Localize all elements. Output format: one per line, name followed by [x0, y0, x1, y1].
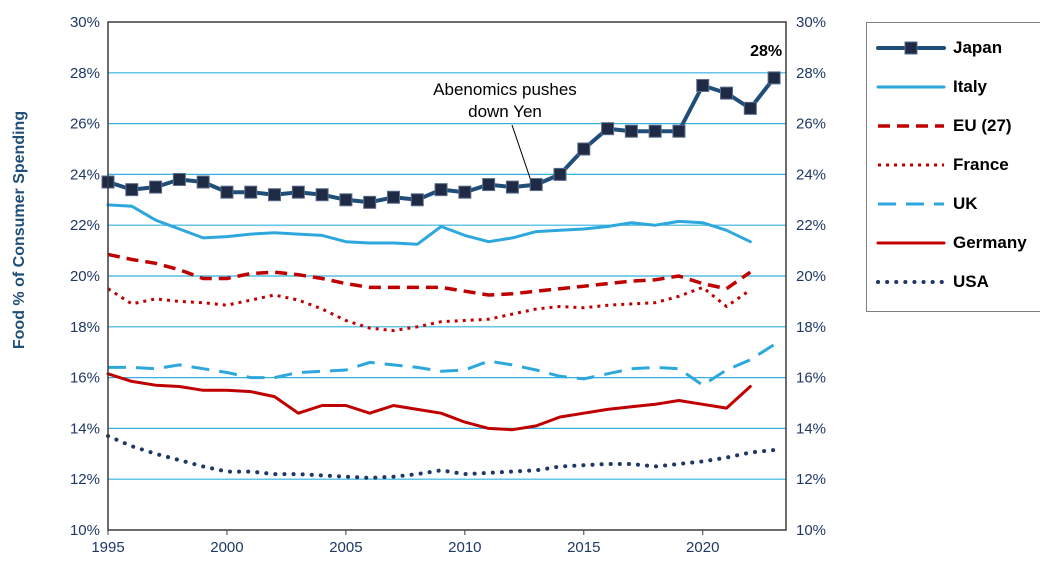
series-line-usa	[106, 434, 777, 480]
y-tick-label-right: 10%	[796, 522, 826, 539]
series-line-uk	[108, 343, 775, 387]
data-point-japan	[363, 195, 377, 209]
y-tick-label-left: 22%	[70, 217, 100, 234]
annotation-text: down Yen	[468, 102, 542, 121]
x-axis: 1995 2000 2005 2010 2015 2020	[91, 530, 719, 556]
y-tick-label-left: 30%	[70, 14, 100, 31]
y-tick-label-right: 16%	[796, 370, 826, 387]
data-point-japan	[410, 193, 424, 207]
y-tick-label-right: 26%	[796, 116, 826, 133]
data-point-japan	[767, 71, 781, 85]
series-line-france	[107, 285, 752, 333]
y-tick-label-right: 22%	[796, 217, 826, 234]
legend-swatch	[878, 124, 944, 128]
y-tick-label-left: 16%	[70, 370, 100, 387]
legend-label: USA	[953, 272, 989, 291]
data-point-japan	[505, 180, 519, 194]
y-tick-label-left: 28%	[70, 65, 100, 82]
annotations: Abenomics pushes down Yen 28%	[433, 43, 782, 179]
data-point-japan	[696, 79, 710, 92]
annotation-pointer	[511, 124, 531, 179]
legend-label: France	[953, 155, 1009, 174]
y-tick-label-left: 14%	[70, 420, 100, 437]
legend: Japan Italy EU (27) France UK Germany USA	[866, 22, 1040, 312]
legend-swatch	[876, 85, 946, 89]
data-point-japan	[624, 124, 638, 138]
legend-swatch	[876, 280, 946, 284]
y-axis-right: 10% 12% 14% 16% 18% 20% 22% 24% 26% 28% 30%	[796, 14, 826, 539]
data-point-japan	[315, 188, 329, 202]
series-line-germany	[106, 372, 752, 432]
data-point-japan	[149, 180, 163, 194]
data-point-japan	[268, 188, 282, 202]
legend-label: UK	[953, 194, 978, 213]
legend-label: Italy	[953, 77, 988, 96]
data-point-japan	[529, 178, 543, 192]
legend-item-usa: USA	[875, 270, 989, 294]
x-tick-label: 2015	[567, 539, 600, 556]
legend-swatch	[878, 163, 944, 167]
data-point-japan	[172, 172, 186, 186]
gridlines	[108, 72, 786, 480]
data-point-japan	[458, 185, 472, 199]
y-tick-label-right: 12%	[796, 471, 826, 488]
data-point-japan	[577, 142, 591, 156]
plot-border	[107, 21, 787, 531]
series-line-eu-27	[107, 252, 752, 297]
y-tick-label-left: 10%	[70, 522, 100, 539]
legend-label: Japan	[953, 38, 1003, 57]
y-axis-left: 10% 12% 14% 16% 18% 20% 22% 24% 26% 28% 30%	[70, 14, 100, 539]
plot-frame	[107, 21, 787, 531]
y-tick-label-right: 18%	[796, 319, 826, 336]
y-tick-label-right: 20%	[796, 268, 826, 285]
legend-item-japan: Japan	[875, 36, 1002, 60]
series-lines	[101, 71, 781, 480]
legend-item-germany: Germany	[875, 231, 1027, 255]
y-tick-label-right: 14%	[796, 420, 826, 437]
legend-item-uk: UK	[875, 192, 978, 216]
y-tick-label-left: 12%	[70, 471, 100, 488]
data-point-japan	[743, 101, 757, 115]
data-point-japan	[553, 167, 567, 181]
data-point-japan	[339, 193, 353, 207]
y-tick-label-left: 24%	[70, 166, 100, 183]
y-tick-label-right: 24%	[796, 166, 826, 183]
data-point-japan	[720, 86, 734, 100]
data-point-japan	[291, 185, 305, 199]
legend-item-italy: Italy	[875, 75, 987, 99]
data-point-japan	[482, 178, 496, 192]
data-point-japan	[220, 185, 234, 199]
x-tick-label: 2020	[686, 539, 719, 556]
legend-swatch	[878, 202, 944, 206]
series-line-italy	[106, 203, 752, 246]
y-tick-label-left: 18%	[70, 319, 100, 336]
legend-swatch	[876, 241, 946, 245]
legend-label: EU (27)	[953, 116, 1012, 135]
data-point-japan	[386, 190, 400, 204]
x-tick-label: 1995	[91, 539, 124, 556]
data-point-japan	[125, 183, 139, 197]
y-tick-label-right: 28%	[796, 65, 826, 82]
x-tick-label: 2005	[329, 539, 362, 556]
y-tick-label-left: 26%	[70, 116, 100, 133]
x-tick-label: 2010	[448, 539, 481, 556]
line-chart: 10% 12% 14% 16% 18% 20% 22% 24% 26% 28% 30% 10% 12%…	[11, 14, 826, 556]
y-tick-label-left: 20%	[70, 268, 100, 285]
y-tick-label-right: 30%	[796, 14, 826, 31]
data-point-japan	[672, 124, 686, 138]
legend-item-france: France	[875, 153, 1009, 177]
data-point-japan	[648, 124, 662, 138]
data-point-japan	[601, 122, 615, 136]
data-point-japan	[244, 185, 258, 199]
legend-swatch	[876, 41, 946, 55]
y-axis-label: Food % of Consumer Spending	[11, 111, 28, 349]
x-tick-label: 2000	[210, 539, 243, 556]
legend-item-eu-27: EU (27)	[875, 114, 1012, 138]
annotation-text: Abenomics pushes	[433, 80, 577, 99]
data-point-japan	[196, 175, 210, 189]
end-value-label: 28%	[750, 43, 782, 60]
data-point-japan	[434, 183, 448, 197]
legend-label: Germany	[953, 233, 1027, 252]
